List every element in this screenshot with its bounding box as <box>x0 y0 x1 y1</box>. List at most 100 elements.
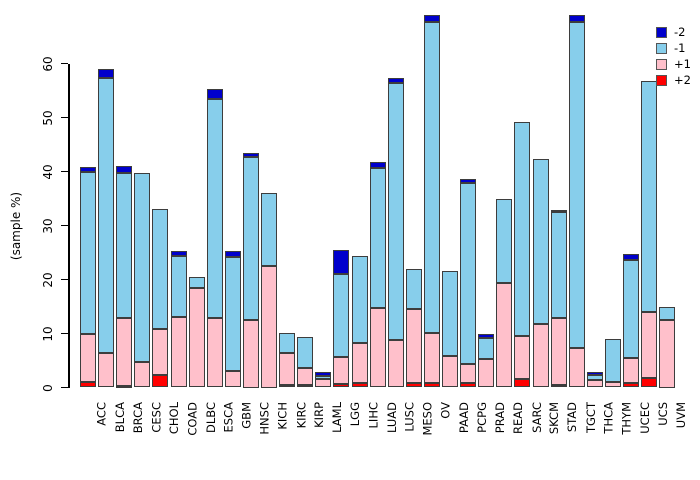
bar-READ <box>496 0 513 388</box>
bar-segment-PRAD--1 <box>478 338 495 359</box>
x-axis-label-CHOL: CHOL <box>167 402 182 435</box>
bar-UCS <box>641 0 658 388</box>
bar-segment-PCPG--1 <box>460 183 477 365</box>
bar-segment-LGG--1 <box>333 273 350 358</box>
bar-BLCA <box>98 0 115 388</box>
bar-segment-STAD--1 <box>550 212 567 318</box>
y-tick-label: 10 <box>41 325 55 342</box>
bar-segment-LUAD--2 <box>369 162 386 169</box>
x-axis-label-OV: OV <box>438 402 453 419</box>
y-axis-title: (sample %) <box>9 191 23 261</box>
bar-segment-BLCA-+1 <box>98 353 115 388</box>
bar-segment-UVM--1 <box>659 306 676 320</box>
bar-segment-PAAD-+1 <box>442 356 458 388</box>
bar-segment-THCA-+1 <box>586 379 603 388</box>
y-tick <box>61 171 68 172</box>
x-axis-label-STAD: STAD <box>565 402 580 433</box>
bar-PCPG <box>460 0 477 388</box>
bar-segment-LUAD--1 <box>369 168 386 309</box>
x-axis-label-LAML: LAML <box>330 402 345 433</box>
bar-BRCA <box>116 0 133 388</box>
bar-segment-TGCT--1 <box>568 22 585 349</box>
bar-STAD <box>550 0 567 388</box>
bar-TGCT <box>568 0 585 388</box>
bar-segment-HNSC--2 <box>242 153 259 158</box>
y-tick <box>61 279 68 280</box>
bar-segment-LAML--2 <box>315 371 332 376</box>
x-axis-label-THCA: THCA <box>601 402 616 434</box>
bar-ESCA <box>206 0 223 388</box>
bar-segment-MESO--1 <box>405 269 422 310</box>
bar-DLBC <box>188 0 205 388</box>
y-tick-label: 20 <box>41 271 55 288</box>
bar-LAML <box>315 0 332 388</box>
bar-segment-THCA--1 <box>586 374 603 380</box>
x-axis-label-CESC: CESC <box>149 402 164 433</box>
y-tick <box>61 117 68 118</box>
bar-segment-CESC--1 <box>134 172 151 362</box>
bar-segment-KIRC--1 <box>279 332 296 354</box>
x-axis-label-UCS: UCS <box>656 402 671 426</box>
bar-segment-ACC--2 <box>80 167 96 173</box>
bar-PAAD <box>442 0 458 388</box>
bar-UVM <box>659 0 676 388</box>
bar-segment-CHOL--1 <box>152 209 169 330</box>
bar-segment-KIRC-+1 <box>279 353 296 385</box>
bar-segment-PRAD-+1 <box>478 358 495 388</box>
bar-segment-KICH-+1 <box>261 266 277 388</box>
bar-THYM <box>604 0 621 388</box>
bar-segment-MESO-+1 <box>405 309 422 384</box>
bar-segment-READ-+1 <box>496 283 513 388</box>
y-tick-label: 0 <box>41 383 55 392</box>
bar-segment-THYM--1 <box>604 339 621 383</box>
x-axis-label-PRAD: PRAD <box>493 402 508 434</box>
bar-segment-KICH--1 <box>261 192 277 266</box>
legend: -2 -1 +1 +2 <box>656 24 691 88</box>
x-axis-label-SARC: SARC <box>529 402 544 433</box>
legend-item--1: -1 <box>656 40 691 56</box>
legend-swatch-icon <box>656 58 667 70</box>
x-axis-label-ACC: ACC <box>95 402 109 426</box>
bar-segment-LIHC--1 <box>351 255 368 344</box>
bar-segment-GBM--2 <box>224 250 241 257</box>
bar-segment-SKCM--1 <box>532 158 549 325</box>
bar-SKCM <box>532 0 549 388</box>
bar-LGG <box>333 0 350 388</box>
bar-segment-KIRP-+1 <box>297 367 314 386</box>
x-axis-label-LUAD: LUAD <box>384 402 399 433</box>
bar-KIRP <box>297 0 314 388</box>
legend-swatch-icon <box>656 42 667 54</box>
bar-segment-THCA--2 <box>586 371 603 375</box>
bar-segment-ACC--1 <box>80 172 96 335</box>
bar-segment-PCPG-+2 <box>460 382 477 388</box>
bar-segment-BRCA--2 <box>116 166 133 174</box>
x-axis-label-READ: READ <box>511 402 526 434</box>
y-tick-label: 30 <box>41 217 55 234</box>
bar-segment-BRCA--1 <box>116 173 133 318</box>
x-axis-label-BRCA: BRCA <box>131 402 146 434</box>
bar-segment-GBM--1 <box>224 256 241 371</box>
x-axis-label-KIRC: KIRC <box>294 402 309 429</box>
x-axis-label-SKCM: SKCM <box>547 402 562 435</box>
bar-segment-LAML-+1 <box>315 379 332 388</box>
legend-label: +2 <box>674 72 691 87</box>
legend-item-+2: +2 <box>656 72 691 88</box>
bar-segment-PAAD--1 <box>442 271 458 357</box>
x-axis-label-HNSC: HNSC <box>257 402 272 435</box>
bar-SARC <box>514 0 531 388</box>
bar-UCEC <box>623 0 639 388</box>
bar-segment-STAD-+1 <box>550 317 567 385</box>
x-axis-label-COAD: COAD <box>185 402 200 436</box>
x-axis-label-LUSC: LUSC <box>402 402 417 432</box>
x-axis-label-LGG: LGG <box>348 402 363 427</box>
bar-PRAD <box>478 0 495 388</box>
y-tick-label: 50 <box>41 109 55 126</box>
bar-segment-ESCA-+1 <box>206 318 223 388</box>
legend-label: -1 <box>674 40 686 55</box>
bar-segment-CHOL-+1 <box>152 329 169 375</box>
bar-segment-DLBC-+1 <box>188 287 205 388</box>
x-axis-label-PCPG: PCPG <box>475 402 490 433</box>
bar-segment-LIHC-+1 <box>351 343 368 384</box>
bar-segment-TGCT-+1 <box>568 348 585 388</box>
y-tick <box>61 333 68 334</box>
